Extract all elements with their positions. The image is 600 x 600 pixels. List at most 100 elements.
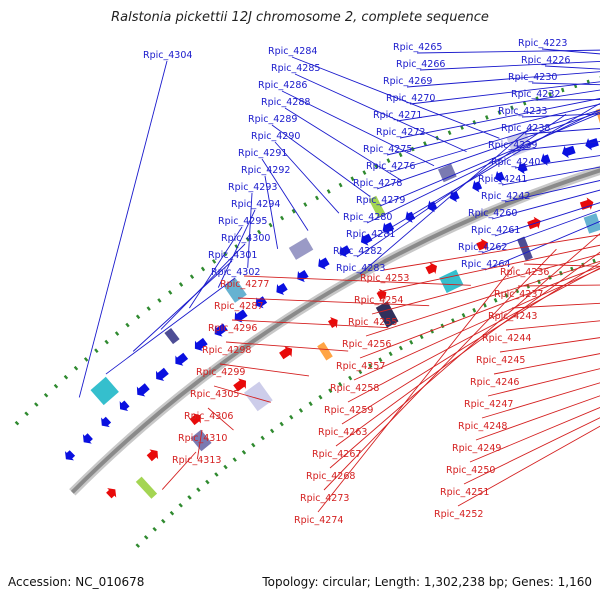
gene-label-leader xyxy=(389,109,600,173)
reverse-gene-arrow xyxy=(328,317,338,329)
inner-tick xyxy=(143,535,149,540)
gene-label: Rpic_4295 xyxy=(218,216,267,227)
gene-label: Rpic_4260 xyxy=(468,208,517,219)
outer-tick xyxy=(362,170,367,175)
gene-label: Rpic_4259 xyxy=(324,405,373,416)
forward-gene-arrow xyxy=(449,190,460,203)
gene-label-leader xyxy=(457,425,600,507)
gene-label: Rpic_4256 xyxy=(342,339,391,350)
inner-tick xyxy=(269,428,275,434)
reverse-gene-arrow xyxy=(425,262,437,275)
feature-block xyxy=(438,163,457,183)
gene-label-leader xyxy=(396,89,600,122)
inner-tick xyxy=(279,421,284,427)
outer-tick xyxy=(386,158,391,163)
gene-label: Rpic_4268 xyxy=(306,471,355,482)
gene-label-leader xyxy=(243,275,471,286)
map-title: Ralstonia pickettii 12J chromosome 2, co… xyxy=(111,10,489,25)
inner-tick xyxy=(214,472,219,477)
gene-label: Rpic_4298 xyxy=(202,345,251,356)
gene-label: Rpic_4300 xyxy=(221,233,270,244)
gene-label-leader xyxy=(419,61,600,71)
gene-label: Rpic_4226 xyxy=(521,55,570,66)
outer-tick xyxy=(53,383,59,389)
inner-tick xyxy=(289,414,294,420)
forward-gene-arrow xyxy=(339,245,351,258)
gene-label-leader xyxy=(78,60,168,398)
feature-block xyxy=(164,328,180,345)
gene-label: Rpic_4291 xyxy=(238,148,287,159)
inner-tick xyxy=(205,479,210,485)
gene-label: Rpic_4285 xyxy=(271,63,320,74)
gene-label: Rpic_4288 xyxy=(261,97,310,108)
gene-label: Rpic_4281 xyxy=(346,229,395,240)
gene-label: Rpic_4263 xyxy=(318,427,367,438)
gene-label: Rpic_4290 xyxy=(251,131,300,142)
reverse-gene-labels: Rpic_4236Rpic_4237Rpic_4243Rpic_4244Rpic… xyxy=(161,233,600,526)
outer-tick xyxy=(257,229,262,235)
outer-tick xyxy=(398,152,403,158)
forward-gene-arrow xyxy=(276,283,288,295)
gene-label-leader xyxy=(365,260,600,337)
gene-label: Rpic_4236 xyxy=(500,267,549,278)
gene-label-leader xyxy=(386,103,600,156)
inner-tick xyxy=(232,457,237,462)
gene-label-leader xyxy=(416,49,600,54)
forward-gene-arrow xyxy=(101,416,112,428)
gene-label-leader xyxy=(356,113,567,258)
gene-label-leader xyxy=(359,265,600,359)
inner-tick xyxy=(152,526,157,532)
outer-tick xyxy=(34,402,39,407)
outer-tick xyxy=(548,92,552,97)
inner-tick xyxy=(430,328,435,334)
gene-label: Rpic_4269 xyxy=(383,76,432,87)
inner-tick xyxy=(461,313,466,318)
reverse-gene-arrow xyxy=(146,449,159,462)
gene-label: Rpic_4239 xyxy=(488,140,537,151)
outer-tick xyxy=(223,251,228,257)
inner-tick xyxy=(241,450,247,455)
inner-tick xyxy=(409,340,414,345)
gene-label: Rpic_4278 xyxy=(353,178,402,189)
gene-label: Rpic_4255 xyxy=(348,317,397,328)
outer-tick xyxy=(268,222,273,228)
gene-label-leader xyxy=(105,277,236,375)
gene-label-leader xyxy=(484,220,600,271)
gene-label-leader xyxy=(264,175,279,249)
reverse-gene-arrow xyxy=(106,488,117,499)
gene-label: Rpic_4272 xyxy=(376,127,425,138)
forward-gene-arrow xyxy=(562,145,576,159)
gene-label: Rpic_4251 xyxy=(440,487,489,498)
inner-tick xyxy=(135,543,141,548)
gene-label: Rpic_4232 xyxy=(511,89,560,100)
forward-gene-arrow xyxy=(472,180,483,193)
reverse-gene-arrow xyxy=(527,216,541,230)
gene-label: Rpic_4287 xyxy=(214,301,263,312)
gene-label-leader xyxy=(463,417,600,485)
outer-tick xyxy=(135,314,141,320)
outer-tick xyxy=(43,392,49,398)
gene-label: Rpic_4282 xyxy=(333,246,382,257)
forward-gene-arrow xyxy=(297,270,309,283)
gene-label-leader xyxy=(377,244,600,293)
gene-label: Rpic_4261 xyxy=(471,225,520,236)
gene-label: Rpic_4253 xyxy=(360,273,409,284)
gene-label-leader xyxy=(294,73,467,153)
inner-tick xyxy=(440,323,445,329)
inner-tick xyxy=(378,357,383,363)
forward-gene-arrow xyxy=(214,323,228,337)
gene-label-leader xyxy=(217,209,256,288)
gene-label-leader xyxy=(291,56,500,139)
inner-tick xyxy=(451,318,455,323)
gene-label-leader xyxy=(481,209,600,254)
gene-label-leader xyxy=(160,243,246,330)
feature-block xyxy=(375,301,399,328)
inner-tick xyxy=(251,442,256,448)
gene-label: Rpic_4254 xyxy=(354,295,403,306)
gene-label-leader xyxy=(284,107,403,182)
gene-label: Rpic_4310 xyxy=(178,433,227,444)
inner-tick xyxy=(328,388,333,394)
outer-tick xyxy=(63,374,69,380)
forward-gene-arrow xyxy=(360,233,373,246)
gene-label-leader xyxy=(376,111,600,190)
